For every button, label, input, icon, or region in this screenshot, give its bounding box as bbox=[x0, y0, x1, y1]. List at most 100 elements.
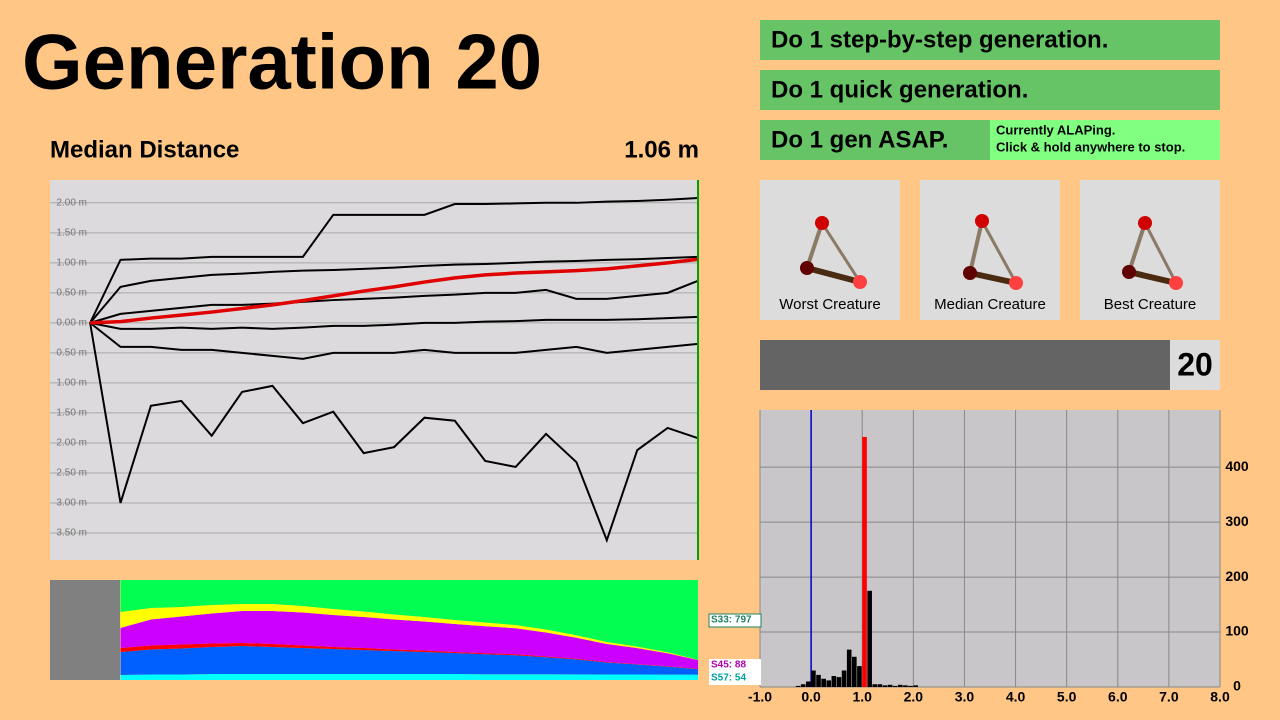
y-tick-label: 2.00 m bbox=[56, 438, 87, 449]
histogram-bar bbox=[877, 684, 883, 687]
histogram-bar bbox=[806, 681, 811, 687]
species-area bbox=[120, 604, 699, 660]
button-label[interactable]: Do 1 gen ASAP. bbox=[771, 126, 948, 153]
y-tick-label: 1.00 m bbox=[56, 378, 87, 389]
histogram-bar bbox=[846, 649, 852, 687]
species-label-bg bbox=[709, 659, 761, 672]
histogram-bar bbox=[903, 685, 908, 687]
button-step[interactable]: Do 1 step-by-step generation. bbox=[760, 20, 1220, 60]
status-text: Click & hold anywhere to stop. bbox=[996, 139, 1185, 154]
y-tick-label: 0.50 m bbox=[56, 288, 87, 299]
x-tick-label: -1.0 bbox=[748, 689, 772, 705]
x-tick-label: 1.0 bbox=[852, 689, 872, 705]
muscle bbox=[1127, 222, 1147, 273]
muscle bbox=[806, 265, 861, 285]
species-label-bg bbox=[708, 613, 762, 628]
muscle bbox=[805, 222, 824, 269]
species-label-bg bbox=[709, 672, 761, 685]
histogram-bar bbox=[898, 684, 903, 687]
histogram-bar bbox=[852, 656, 857, 687]
muscle bbox=[1128, 269, 1177, 286]
series-line bbox=[89, 279, 699, 324]
histogram-bar bbox=[800, 684, 806, 687]
species-label: S33: 797 bbox=[711, 615, 752, 626]
histogram-bar bbox=[892, 685, 898, 687]
species-label: S57: 54 bbox=[711, 673, 746, 684]
creature-card[interactable] bbox=[760, 180, 900, 320]
series-line bbox=[90, 257, 699, 325]
slider-track[interactable] bbox=[760, 340, 1170, 390]
histogram-bar bbox=[836, 677, 842, 687]
y-tick-label: 0 bbox=[1233, 678, 1241, 694]
slider-value: 20 bbox=[1177, 346, 1213, 382]
area-gen0 bbox=[50, 580, 120, 680]
y-tick-label: 300 bbox=[1225, 513, 1249, 529]
status-box bbox=[990, 120, 1220, 160]
creature-best[interactable]: Best Creature bbox=[1080, 180, 1220, 320]
muscle bbox=[968, 220, 984, 274]
creature-card[interactable] bbox=[920, 180, 1060, 320]
creature-median[interactable]: Median Creature bbox=[920, 180, 1060, 320]
histogram-bar bbox=[831, 676, 837, 687]
y-tick-label: 1.50 m bbox=[56, 408, 87, 419]
y-tick-label: 0.50 m bbox=[56, 348, 87, 359]
x-tick-label: 6.0 bbox=[1108, 689, 1128, 705]
muscle bbox=[969, 270, 1017, 286]
y-tick-label: 2.50 m bbox=[56, 468, 87, 479]
species-area bbox=[120, 646, 699, 675]
muscle bbox=[1143, 222, 1178, 284]
button-bg[interactable] bbox=[760, 20, 1220, 60]
node bbox=[1138, 216, 1152, 230]
button-bg[interactable] bbox=[760, 70, 1220, 110]
series-line bbox=[89, 255, 699, 324]
histogram-bar bbox=[857, 666, 862, 687]
node bbox=[963, 266, 977, 280]
y-tick-label: 3.00 m bbox=[56, 498, 87, 509]
node bbox=[800, 261, 814, 275]
creature-card[interactable] bbox=[1080, 180, 1220, 320]
species-label: S45: 88 bbox=[711, 660, 746, 671]
creature-label: Median Creature bbox=[934, 296, 1046, 313]
species-area bbox=[120, 580, 699, 660]
histogram-bar bbox=[867, 590, 872, 687]
series-line bbox=[89, 322, 699, 360]
y-tick-label: 100 bbox=[1225, 623, 1249, 639]
y-tick-label: 0.00 m bbox=[56, 318, 87, 329]
histogram-bar bbox=[908, 685, 913, 687]
slider-handle[interactable] bbox=[1170, 340, 1220, 390]
creature-label: Best Creature bbox=[1104, 296, 1197, 313]
species-area bbox=[120, 611, 699, 669]
histogram-bar bbox=[862, 436, 867, 687]
node bbox=[1009, 276, 1023, 290]
species-area bbox=[120, 674, 699, 680]
button-label[interactable]: Do 1 step-by-step generation. bbox=[771, 26, 1108, 53]
muscle bbox=[820, 222, 862, 283]
series-line bbox=[89, 315, 699, 330]
button-label[interactable]: Do 1 quick generation. bbox=[771, 76, 1028, 103]
histogram-bar bbox=[811, 670, 816, 687]
node bbox=[1122, 265, 1136, 279]
button-asap[interactable]: Do 1 gen ASAP. bbox=[760, 120, 990, 160]
button-bg[interactable] bbox=[760, 120, 990, 160]
y-tick-label: 1.00 m bbox=[56, 257, 87, 268]
x-tick-label: 4.0 bbox=[1006, 689, 1026, 705]
title: Generation 20 bbox=[22, 18, 542, 106]
y-tick-label: 3.50 m bbox=[56, 528, 87, 539]
node bbox=[975, 214, 989, 228]
x-tick-label: 5.0 bbox=[1057, 689, 1077, 705]
y-tick-label: 1.50 m bbox=[56, 227, 87, 238]
x-tick-label: 2.0 bbox=[904, 689, 924, 705]
histogram-bar bbox=[882, 685, 888, 687]
current-value: 1.06 m bbox=[624, 136, 699, 163]
histogram-bar bbox=[841, 670, 847, 687]
node bbox=[815, 216, 829, 230]
x-tick-label: 0.0 bbox=[801, 689, 821, 705]
charts: 2.00 m1.50 m1.00 m0.50 m0.00 m0.50 m1.00… bbox=[50, 180, 1249, 705]
histogram-bar bbox=[913, 685, 918, 687]
button-quick[interactable]: Do 1 quick generation. bbox=[760, 70, 1220, 110]
chart-title: Median Distance bbox=[50, 136, 239, 163]
histogram-bar bbox=[795, 685, 801, 687]
creature-worst[interactable]: Worst Creature bbox=[760, 180, 900, 320]
